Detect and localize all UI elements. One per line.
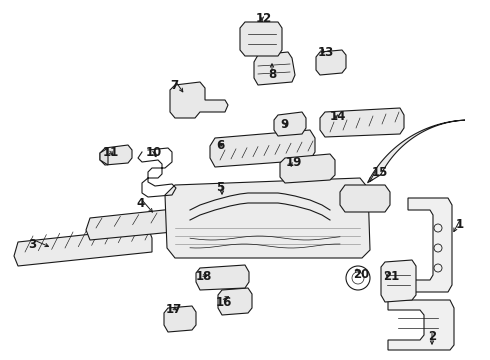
Text: 6: 6 (216, 139, 224, 152)
Polygon shape (164, 306, 196, 332)
Text: 16: 16 (216, 296, 232, 309)
Polygon shape (316, 50, 346, 75)
Text: 3: 3 (28, 238, 36, 251)
Polygon shape (240, 22, 282, 56)
Text: 7: 7 (170, 79, 178, 92)
Text: 17: 17 (166, 303, 182, 316)
Polygon shape (210, 130, 315, 167)
Polygon shape (86, 205, 214, 240)
Text: 2: 2 (428, 330, 436, 343)
Polygon shape (280, 154, 335, 183)
Polygon shape (218, 288, 252, 315)
Polygon shape (408, 198, 452, 292)
Text: 4: 4 (136, 197, 144, 210)
Polygon shape (165, 178, 370, 258)
Text: 21: 21 (383, 270, 399, 283)
Text: 18: 18 (196, 270, 212, 283)
Text: 14: 14 (330, 110, 346, 123)
Text: 20: 20 (353, 268, 369, 281)
Text: 9: 9 (280, 118, 288, 131)
Text: 5: 5 (216, 181, 224, 194)
Polygon shape (196, 265, 249, 290)
Polygon shape (340, 185, 390, 212)
Text: 1: 1 (456, 218, 464, 231)
Polygon shape (100, 148, 108, 165)
Polygon shape (381, 260, 416, 302)
Polygon shape (320, 108, 404, 137)
Text: 13: 13 (318, 46, 334, 59)
Polygon shape (274, 112, 306, 136)
Polygon shape (254, 52, 295, 85)
Text: 10: 10 (146, 146, 162, 159)
Text: 19: 19 (286, 156, 302, 169)
Text: 12: 12 (256, 12, 272, 25)
Text: 8: 8 (268, 68, 276, 81)
Polygon shape (388, 300, 454, 350)
Polygon shape (170, 82, 228, 118)
Text: 11: 11 (103, 146, 119, 159)
Polygon shape (368, 120, 465, 183)
Text: 15: 15 (372, 166, 389, 179)
Polygon shape (100, 145, 132, 165)
Polygon shape (14, 228, 152, 266)
